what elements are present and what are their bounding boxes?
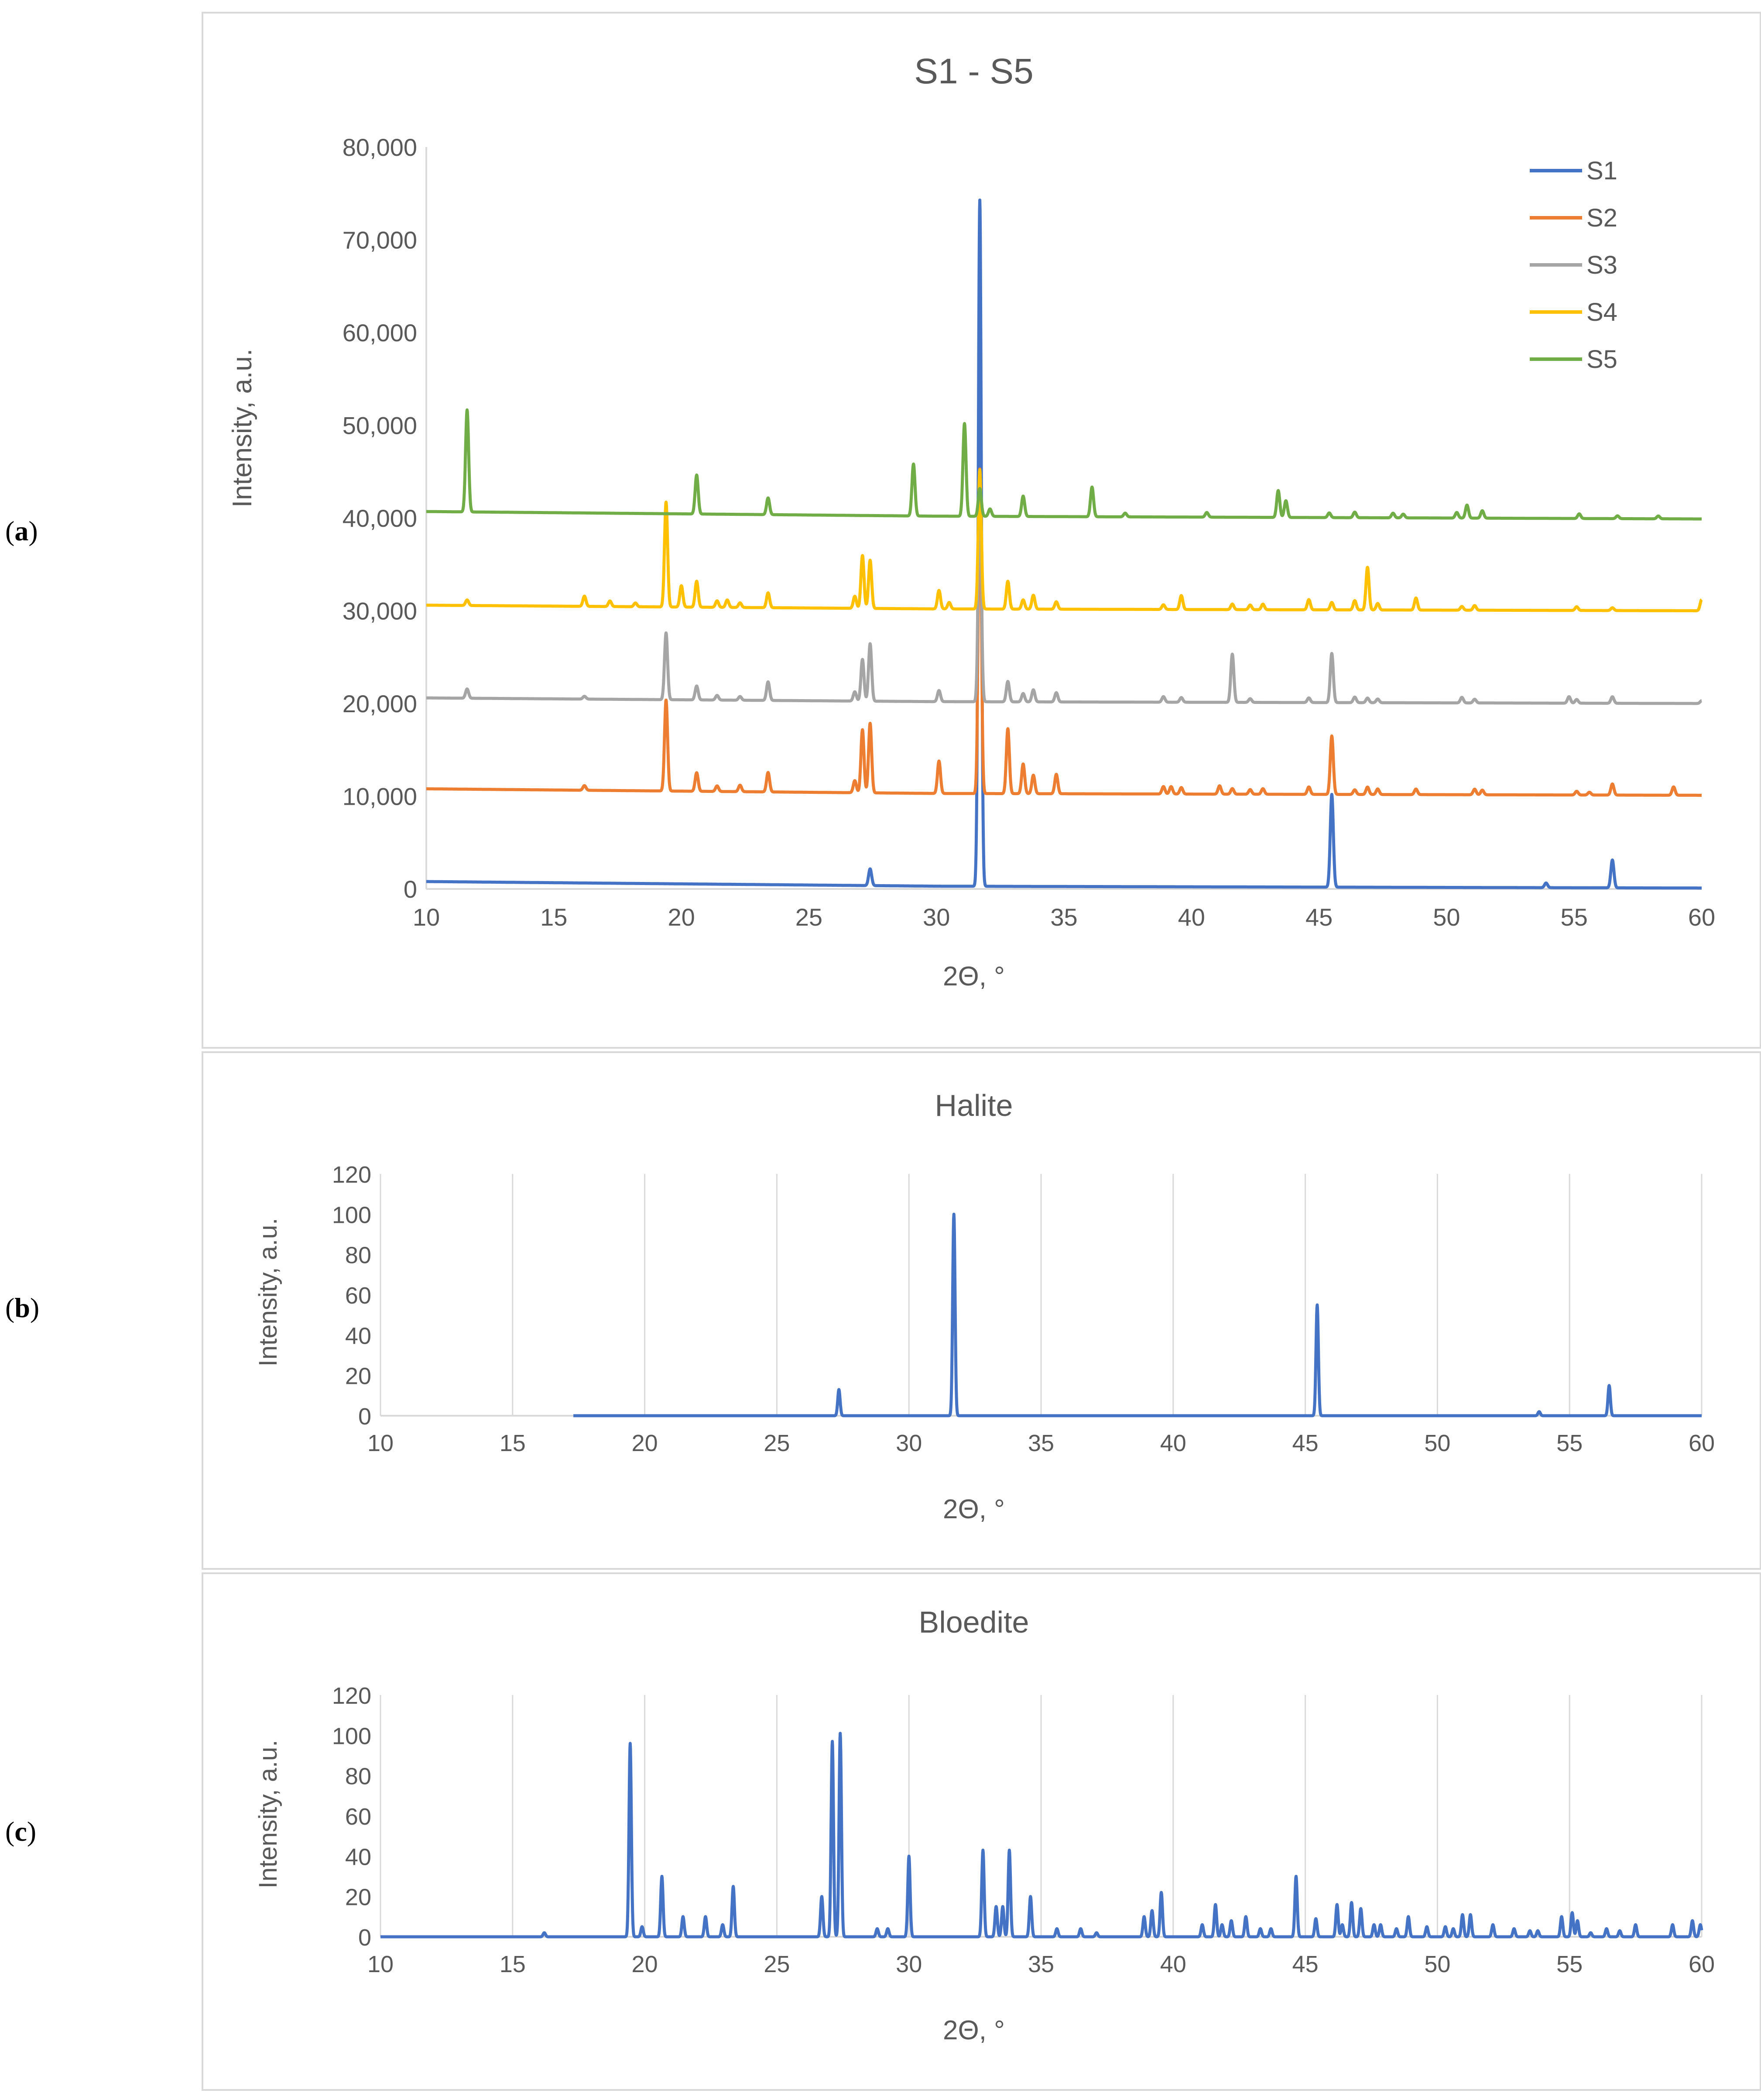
y-tick-label: 0 (358, 1925, 371, 1951)
chart-panel-bloedite: Bloedite Intensity, a.u. 2Θ, ° 0 20 40 60 80… (202, 1572, 1761, 2091)
y-tick-label: 20,000 (343, 690, 417, 717)
chart-halite: Halite Intensity, a.u. 2Θ, ° 0 20 40 60 80 10… (254, 1088, 1715, 1524)
y-tick-label: 100 (332, 1202, 371, 1228)
chart-s1-s5: S1 - S5 Intensity, a.u. 2Θ, ° 0 10,000 20,… (227, 51, 1715, 992)
x-tick-label: 50 (1424, 1951, 1450, 1977)
x-tick-label: 45 (1292, 1430, 1319, 1456)
y-tick-label: 30,000 (343, 597, 417, 625)
y-tick-label: 60 (345, 1804, 371, 1830)
y-tick-label: 40 (345, 1844, 371, 1870)
chart-panel-s1-s5: S1 - S5 Intensity, a.u. 2Θ, ° 0 10,000 20,… (202, 12, 1761, 1049)
x-tick-label: 55 (1556, 1951, 1583, 1977)
x-tick-label: 20 (668, 903, 695, 931)
legend-label-s4: S4 (1586, 298, 1617, 326)
series-line-s4 (425, 468, 1703, 612)
chart-panel-halite: Halite Intensity, a.u. 2Θ, ° 0 20 40 60 80 10… (202, 1051, 1761, 1570)
y-tick-label: 40,000 (343, 504, 417, 532)
x-tick-label: 25 (764, 1430, 790, 1456)
series-line-s2 (425, 467, 1703, 797)
y-tick-label: 60 (345, 1283, 371, 1309)
x-tick-label: 35 (1050, 903, 1077, 931)
legend-label-s3: S3 (1586, 251, 1617, 279)
y-tick-label: 10,000 (343, 783, 417, 810)
x-tick-label: 40 (1160, 1951, 1186, 1977)
x-tick-label: 35 (1028, 1951, 1054, 1977)
x-tick-label: 15 (500, 1430, 526, 1456)
y-tick-label: 40 (345, 1323, 371, 1349)
x-tick-label: 60 (1689, 1430, 1715, 1456)
x-tick-label: 60 (1688, 903, 1715, 931)
y-axis-label: Intensity, a.u. (254, 1740, 282, 1889)
chart-title: Halite (935, 1088, 1013, 1122)
y-axis-label: Intensity, a.u. (227, 349, 257, 508)
panel-label-a: (a) (5, 515, 38, 546)
y-tick-label: 20 (345, 1884, 371, 1911)
x-tick-label: 10 (367, 1430, 394, 1456)
legend-label-s5: S5 (1586, 345, 1617, 374)
y-tick-label: 50,000 (343, 412, 417, 439)
chart-bloedite: Bloedite Intensity, a.u. 2Θ, ° 0 20 40 60 80… (254, 1605, 1715, 2045)
x-tick-label: 60 (1689, 1951, 1715, 1977)
y-tick-label: 70,000 (343, 226, 417, 254)
x-tick-label: 25 (764, 1951, 790, 1977)
x-axis-label: 2Θ, ° (943, 1494, 1005, 1524)
x-tick-label: 20 (632, 1430, 658, 1456)
y-tick-label: 120 (332, 1683, 371, 1709)
legend-label-s2: S2 (1586, 204, 1617, 232)
panel-label-c: (c) (5, 1816, 37, 1847)
x-tick-label: 30 (896, 1430, 922, 1456)
y-tick-label: 80,000 (343, 134, 417, 161)
y-tick-label: 100 (332, 1723, 371, 1749)
x-tick-label: 10 (413, 903, 440, 931)
y-tick-label: 60,000 (343, 319, 417, 347)
y-tick-label: 80 (345, 1764, 371, 1790)
series-line-s5 (425, 408, 1703, 521)
series-line-halite (572, 1212, 1703, 1417)
x-tick-label: 30 (923, 903, 950, 931)
x-tick-label: 35 (1028, 1430, 1054, 1456)
y-tick-label: 0 (404, 875, 417, 903)
y-tick-label: 0 (358, 1403, 371, 1430)
x-tick-label: 45 (1305, 903, 1333, 931)
x-tick-label: 40 (1178, 903, 1205, 931)
y-axis-label: Intensity, a.u. (254, 1218, 282, 1367)
chart-title: S1 - S5 (914, 51, 1033, 91)
x-tick-label: 25 (795, 903, 822, 931)
y-tick-label: 20 (345, 1363, 371, 1390)
x-tick-label: 45 (1292, 1951, 1319, 1977)
series-line-s1 (425, 198, 1703, 890)
y-tick-label: 120 (332, 1162, 371, 1188)
x-tick-label: 15 (500, 1951, 526, 1977)
series-line-bloedite (379, 1732, 1703, 1939)
chart-title: Bloedite (919, 1605, 1029, 1639)
panel-label-b: (b) (5, 1292, 40, 1323)
x-axis-label: 2Θ, ° (943, 2015, 1005, 2045)
x-tick-label: 50 (1424, 1430, 1450, 1456)
x-tick-label: 50 (1433, 903, 1460, 931)
x-tick-label: 55 (1556, 1430, 1583, 1456)
x-tick-label: 15 (540, 903, 567, 931)
x-tick-label: 20 (632, 1951, 658, 1977)
legend-label-s1: S1 (1586, 157, 1617, 185)
series-line-s3 (425, 468, 1703, 705)
x-tick-label: 30 (896, 1951, 922, 1977)
x-tick-label: 55 (1561, 903, 1588, 931)
y-tick-label: 80 (345, 1242, 371, 1269)
x-tick-label: 10 (367, 1951, 394, 1977)
x-axis-label: 2Θ, ° (943, 961, 1005, 992)
x-tick-label: 40 (1160, 1430, 1186, 1456)
